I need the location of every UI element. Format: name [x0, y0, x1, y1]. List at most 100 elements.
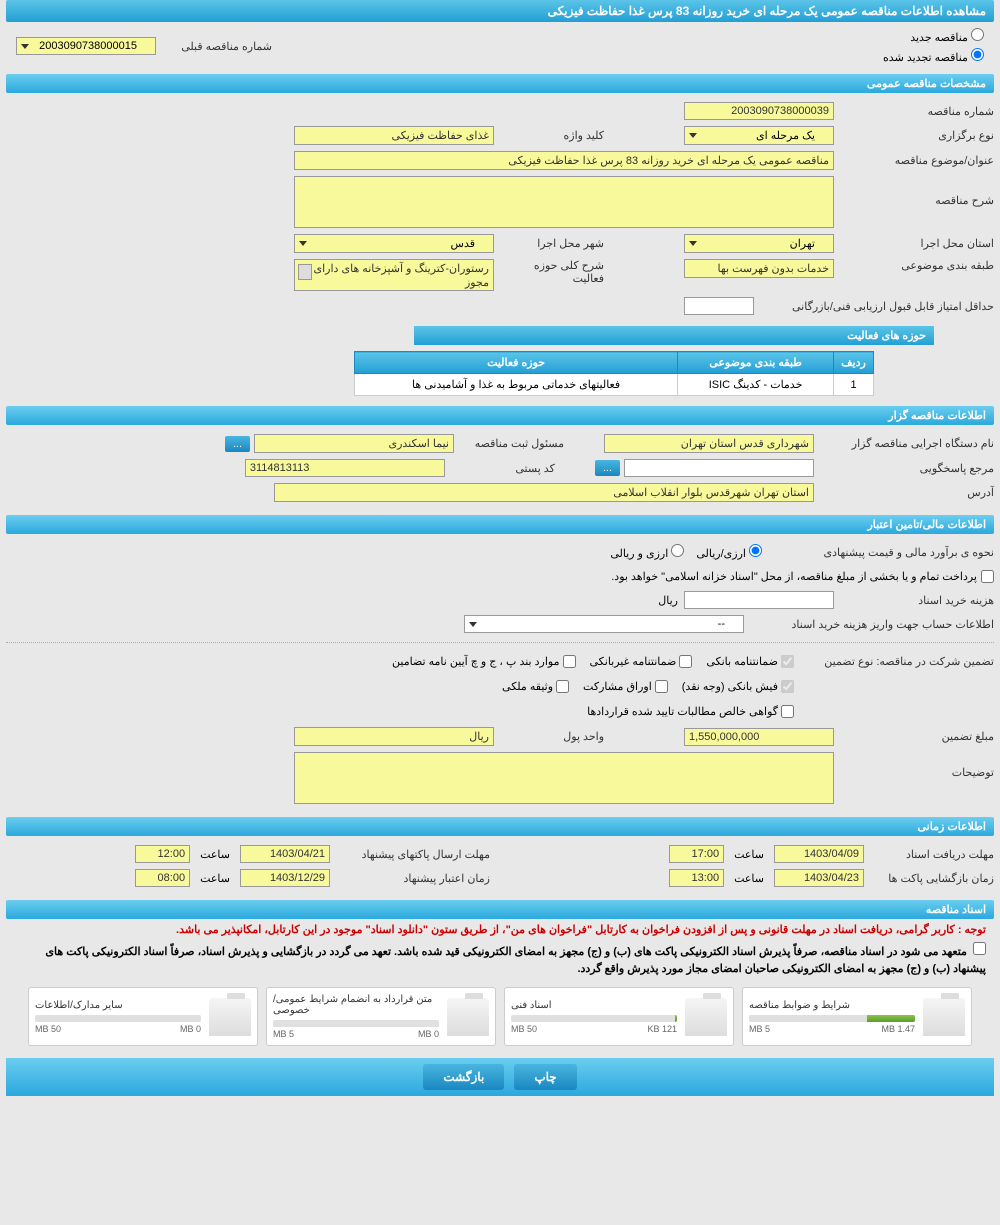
doc-card-3[interactable]: متن قرارداد به انضمام شرایط عمومی/خصوصی …	[266, 987, 496, 1046]
method-label: نحوه ی برآورد مالی و قیمت پیشنهادی	[774, 546, 994, 559]
general-form: شماره مناقصه 2003090738000039 نوع برگزار…	[6, 93, 994, 402]
city-label: شهر محل اجرا	[494, 237, 604, 250]
org-label: نام دستگاه اجرایی مناقصه گزار	[814, 437, 994, 450]
main-container: مشاهده اطلاعات مناقصه عمومی یک مرحله ای …	[0, 0, 1000, 1096]
receive-label: مهلت دریافت اسناد	[864, 848, 994, 861]
notes-field[interactable]	[294, 752, 834, 804]
postal-field: 3114813113	[245, 459, 445, 477]
city-select[interactable]: قدس	[294, 234, 494, 253]
unit-field: ریال	[294, 727, 494, 746]
scope-listbox[interactable]: رستوران-کترینگ و آشپزخانه های دارای مجوز	[294, 259, 494, 291]
section-organizer: اطلاعات مناقصه گزار	[6, 406, 994, 425]
contact-label: مرجع پاسخگویی	[814, 462, 994, 475]
num-label: شماره مناقصه	[834, 105, 994, 118]
unit-label: واحد پول	[494, 730, 604, 743]
org-field: شهرداری قدس استان تهران	[604, 434, 814, 453]
hour-label4: ساعت	[190, 872, 240, 885]
folder-icon	[923, 998, 965, 1036]
progress-bar	[511, 1015, 677, 1022]
th-cat: طبقه بندی موضوعی	[678, 352, 834, 374]
bottom-button-bar: چاپ بازگشت	[6, 1058, 994, 1096]
doc-card-4[interactable]: سایر مدارک/اطلاعات 0 MB50 MB	[28, 987, 258, 1046]
min-score-label: حداقل امتیاز قابل قبول ارزیابی فنی/بازرگ…	[754, 300, 994, 313]
doc-grid: شرایط و ضوابط مناقصه 1.47 MB5 MB اسناد ف…	[6, 979, 994, 1054]
td-scope: فعالیتهای خدماتی مربوط به غذا و آشامیدنی…	[355, 374, 678, 396]
keyword-field: غذای حفاظت فیزیکی	[294, 126, 494, 145]
ch-stock[interactable]	[655, 680, 668, 693]
amount-label: مبلغ تضمین	[834, 730, 994, 743]
docs-section: توجه : کاربر گرامی، دریافت اسناد در مهلت…	[6, 919, 994, 1054]
subject-field: مناقصه عمومی یک مرحله ای خرید روزانه 83 …	[294, 151, 834, 170]
open-time: 13:00	[669, 869, 724, 887]
province-label: استان محل اجرا	[834, 237, 994, 250]
ch-cash[interactable]	[781, 680, 794, 693]
prev-num-label: شماره مناقصه قبلی	[162, 40, 272, 53]
td-cat: خدمات - کدینگ ISIC	[678, 374, 834, 396]
reg-label: مسئول ثبت مناقصه	[454, 437, 564, 450]
type-label: نوع برگزاری	[834, 129, 994, 142]
prev-num-select[interactable]: 2003090738000015	[16, 37, 156, 55]
section-docs: اسناد مناقصه	[6, 900, 994, 919]
radio-renewed-label: مناقصه تجدید شده	[883, 52, 968, 64]
notes-label: توضیحات	[834, 752, 994, 779]
keyword-label: کلید واژه	[494, 129, 604, 142]
account-label: اطلاعات حساب جهت واریز هزینه خرید اسناد	[744, 618, 994, 631]
print-button[interactable]: چاپ	[514, 1064, 576, 1090]
treasury-checkbox[interactable]	[981, 570, 994, 583]
category-field: خدمات بدون فهرست بها	[684, 259, 834, 278]
ch-nonbank[interactable]	[679, 655, 692, 668]
doc-card-1[interactable]: شرایط و ضوابط مناقصه 1.47 MB5 MB	[742, 987, 972, 1046]
reg-field: نیما اسکندری	[254, 434, 454, 453]
treasury-note: پرداخت تمام و یا بخشی از مبلغ مناقصه، از…	[611, 570, 977, 583]
contact-field[interactable]	[624, 459, 814, 477]
th-row: ردیف	[834, 352, 874, 374]
account-select[interactable]: --	[464, 615, 744, 633]
commitment-checkbox[interactable]	[973, 942, 986, 955]
radio-new[interactable]	[971, 28, 984, 41]
reg-more-button[interactable]: ...	[225, 436, 250, 452]
contact-more-button[interactable]: ...	[595, 460, 620, 476]
activity-table-wrap: حوزه های فعالیت ردیف طبقه بندی موضوعی حو…	[414, 326, 934, 396]
ch-cert[interactable]	[781, 705, 794, 718]
doc-title: متن قرارداد به انضمام شرایط عمومی/خصوصی	[273, 994, 439, 1016]
desc-label: شرح مناقصه	[834, 176, 994, 207]
open-label: زمان بازگشایی پاکت ها	[864, 872, 994, 885]
radio-renewed[interactable]	[971, 48, 984, 61]
doc-cost-label: هزینه خرید اسناد	[834, 594, 994, 607]
address-field: استان تهران شهرقدس بلوار انقلاب اسلامی	[274, 483, 814, 502]
activity-table: ردیف طبقه بندی موضوعی حوزه فعالیت 1 خدما…	[354, 351, 874, 396]
doc-title: اسناد فنی	[511, 1000, 677, 1011]
num-field: 2003090738000039	[684, 102, 834, 120]
notice-black: متعهد می شود در اسناد مناقصه، صرفاً پذیر…	[6, 940, 994, 979]
doc-card-2[interactable]: اسناد فنی 121 KB50 MB	[504, 987, 734, 1046]
postal-label: کد پستی	[445, 462, 555, 475]
method-radio2[interactable]	[671, 544, 684, 557]
doc-cost-field[interactable]	[684, 591, 834, 609]
doc-title: سایر مدارک/اطلاعات	[35, 1000, 201, 1011]
folder-icon	[209, 998, 251, 1036]
section-general: مشخصات مناقصه عمومی	[6, 74, 994, 93]
progress-bar	[749, 1015, 915, 1022]
validity-date: 1403/12/29	[240, 869, 330, 887]
scope-label: شرح کلی حوزه فعالیت	[494, 259, 604, 285]
subject-label: عنوان/موضوع مناقصه	[834, 154, 994, 167]
min-score-field[interactable]	[684, 297, 754, 315]
td-num: 1	[834, 374, 874, 396]
validity-time: 08:00	[135, 869, 190, 887]
province-select[interactable]: تهران	[684, 234, 834, 253]
back-button[interactable]: بازگشت	[423, 1064, 504, 1090]
ch-property[interactable]	[556, 680, 569, 693]
progress-bar	[273, 1020, 439, 1027]
type-select[interactable]: یک مرحله ای	[684, 126, 834, 145]
desc-field[interactable]	[294, 176, 834, 228]
guarantee-type-label: تضمین شرکت در مناقصه: نوع تضمین	[794, 655, 994, 668]
method-radio1[interactable]	[749, 544, 762, 557]
organizer-form: نام دستگاه اجرایی مناقصه گزار شهرداری قد…	[6, 425, 994, 511]
category-label: طبقه بندی موضوعی	[834, 259, 994, 272]
ch-bank[interactable]	[781, 655, 794, 668]
ch-bond[interactable]	[563, 655, 576, 668]
receive-date: 1403/04/09	[774, 845, 864, 863]
section-timing: اطلاعات زمانی	[6, 817, 994, 836]
address-label: آدرس	[814, 486, 994, 499]
tender-type-radios: مناقصه جدید مناقصه تجدید شده	[873, 22, 994, 70]
